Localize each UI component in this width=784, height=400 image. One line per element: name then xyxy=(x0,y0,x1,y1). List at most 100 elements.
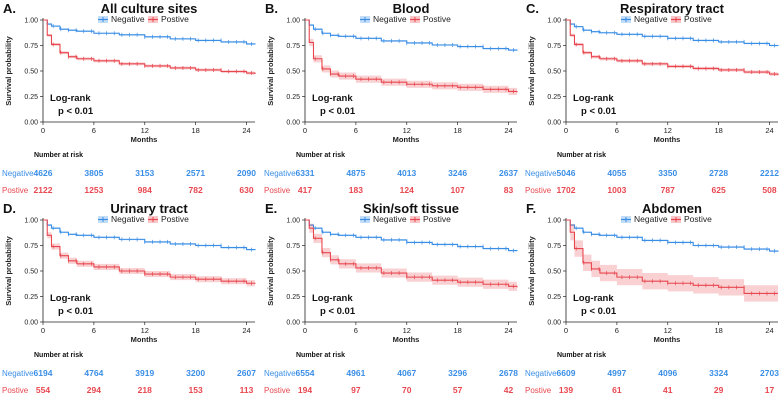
risk-count-negative: 3200 xyxy=(186,368,205,378)
legend-label-1: Postive xyxy=(684,214,712,224)
panel-letter: A. xyxy=(3,1,16,16)
y-tick-label: 0.75 xyxy=(24,43,38,50)
y-axis-label: Survival probability xyxy=(266,35,275,105)
x-tick-label: 6 xyxy=(92,326,96,335)
risk-count-positive: 194 xyxy=(298,385,312,395)
x-tick-label: 6 xyxy=(615,326,619,335)
risk-count-positive: 1702 xyxy=(557,185,576,195)
y-tick-label: 0.75 xyxy=(286,43,300,50)
x-tick-label: 0 xyxy=(41,126,45,135)
risk-count-positive: 417 xyxy=(298,185,312,195)
risk-count-negative: 4961 xyxy=(346,368,365,378)
risk-count-positive: 42 xyxy=(504,385,514,395)
risk-count-negative: 3296 xyxy=(448,368,467,378)
x-axis-label: Months xyxy=(131,335,158,344)
risk-count-positive: 1253 xyxy=(84,185,103,195)
pvalue-label: p < 0.01 xyxy=(581,106,617,117)
pvalue-label: p < 0.01 xyxy=(320,306,356,317)
survival-curve-negative xyxy=(566,19,779,47)
x-tick-label: 0 xyxy=(303,326,307,335)
risk-row-label-positive: Postive xyxy=(525,186,552,195)
legend-label-0: Negative xyxy=(373,14,407,24)
x-axis-label: Months xyxy=(393,335,420,344)
legend-label-0: Negative xyxy=(634,214,668,224)
risk-count-negative: 2571 xyxy=(186,168,205,178)
risk-count-positive: 554 xyxy=(36,385,50,395)
risk-table-header: Number at risk xyxy=(296,352,345,359)
x-axis-label: Months xyxy=(131,135,158,144)
ci-band-postive xyxy=(43,20,255,76)
y-tick-label: 1.00 xyxy=(286,18,300,25)
pvalue-label: p < 0.01 xyxy=(581,306,617,317)
y-tick-label: 1.00 xyxy=(547,218,561,225)
risk-count-positive: 139 xyxy=(559,385,573,395)
survival-curve-negative xyxy=(305,19,518,51)
x-tick-label: 0 xyxy=(564,326,568,335)
risk-count-negative: 4764 xyxy=(84,368,103,378)
ci-band-negative xyxy=(43,220,255,251)
x-tick-label: 24 xyxy=(242,126,250,135)
survival-curve-postive xyxy=(43,19,256,75)
risk-count-positive: 41 xyxy=(663,385,673,395)
y-tick-label: 0.00 xyxy=(547,120,561,127)
logrank-label: Log-rank xyxy=(573,293,614,304)
risk-count-negative: 6609 xyxy=(557,368,576,378)
y-tick-label: 0.00 xyxy=(286,320,300,327)
risk-count-positive: 508 xyxy=(762,185,776,195)
x-tick-label: 18 xyxy=(714,326,722,335)
risk-count-positive: 29 xyxy=(714,385,724,395)
y-tick-label: 1.00 xyxy=(24,218,38,225)
risk-row-label-negative: Negative xyxy=(2,169,34,178)
legend-label-1: Postive xyxy=(423,214,451,224)
x-tick-label: 12 xyxy=(403,326,411,335)
x-axis-label: Months xyxy=(393,135,420,144)
risk-count-negative: 4875 xyxy=(346,168,365,178)
risk-count-positive: 625 xyxy=(712,185,726,195)
x-tick-label: 24 xyxy=(242,326,250,335)
y-tick-label: 0.75 xyxy=(547,43,561,50)
risk-count-negative: 2090 xyxy=(237,168,256,178)
risk-count-positive: 2122 xyxy=(34,185,53,195)
risk-count-negative: 3246 xyxy=(448,168,467,178)
risk-row-label-positive: Postive xyxy=(2,386,29,395)
panel-title: Skin/soft tissue xyxy=(363,201,459,216)
risk-count-negative: 4096 xyxy=(658,368,677,378)
y-axis-label: Survival probability xyxy=(4,35,13,105)
pvalue-label: p < 0.01 xyxy=(58,306,94,317)
y-tick-label: 1.00 xyxy=(286,218,300,225)
y-axis-label: Survival probability xyxy=(266,235,275,305)
risk-count-negative: 2212 xyxy=(760,168,779,178)
risk-count-positive: 113 xyxy=(240,385,254,395)
panel-title: Abdomen xyxy=(642,201,702,216)
risk-count-negative: 4067 xyxy=(397,368,416,378)
legend-label-1: Postive xyxy=(161,14,189,24)
legend-label-0: Negative xyxy=(373,214,407,224)
x-tick-label: 24 xyxy=(765,326,773,335)
x-tick-label: 0 xyxy=(564,126,568,135)
risk-table-header: Number at risk xyxy=(34,352,83,359)
x-tick-label: 18 xyxy=(191,326,199,335)
x-tick-label: 24 xyxy=(504,326,512,335)
y-tick-label: 0.00 xyxy=(24,320,38,327)
risk-count-positive: 1003 xyxy=(607,185,626,195)
risk-count-positive: 17 xyxy=(765,385,775,395)
risk-row-label-positive: Postive xyxy=(525,386,552,395)
x-tick-label: 12 xyxy=(403,126,411,135)
x-tick-label: 12 xyxy=(664,126,672,135)
y-tick-label: 0.75 xyxy=(547,243,561,250)
y-tick-label: 0.00 xyxy=(24,120,38,127)
risk-count-positive: 787 xyxy=(661,185,675,195)
ci-band-negative xyxy=(305,220,517,252)
risk-count-negative: 3919 xyxy=(135,368,154,378)
panel-letter: D. xyxy=(3,201,16,216)
survival-curve-postive xyxy=(305,219,518,288)
x-tick-label: 6 xyxy=(354,326,358,335)
survival-curve-negative xyxy=(305,219,518,252)
risk-count-positive: 782 xyxy=(189,185,203,195)
ci-band-postive xyxy=(566,220,778,302)
survival-curve-postive xyxy=(566,19,779,76)
risk-count-positive: 61 xyxy=(612,385,622,395)
